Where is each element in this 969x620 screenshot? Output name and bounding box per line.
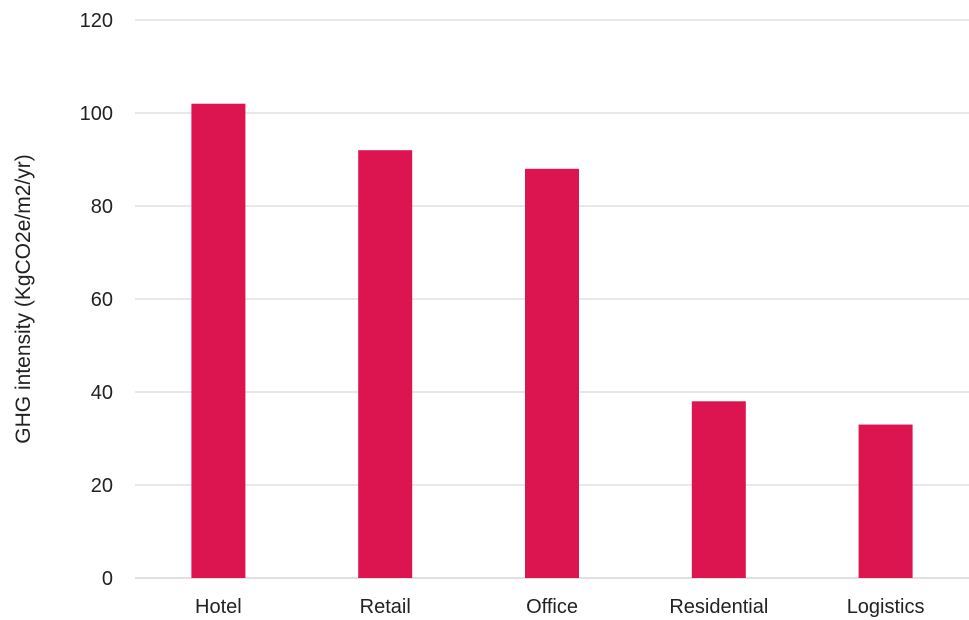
y-tick-label: 0 [102,568,113,590]
y-tick-label: 20 [91,475,113,497]
x-tick-label: Retail [360,596,411,618]
bar-logistics [858,424,913,578]
y-tick-label: 120 [80,10,113,32]
bars [191,103,913,579]
y-axis-title: GHG intensity (KgCO2e/m2/yr) [12,154,35,443]
x-tick-label: Residential [669,596,768,618]
y-tick-label: 80 [91,196,113,218]
bar-residential [691,401,746,578]
y-axis-ticks: 0 20 40 60 80 100 120 [80,10,113,590]
y-tick-label: 100 [80,103,113,125]
y-tick-label: 40 [91,382,113,404]
bar-office [525,168,579,579]
x-tick-label: Logistics [847,596,925,618]
x-tick-label: Hotel [195,596,242,618]
x-axis-ticks: Hotel Retail Office Residential Logistics [195,596,924,618]
x-tick-label: Office [526,596,578,618]
bar-hotel [191,103,246,578]
bar-retail [358,150,413,578]
y-tick-label: 60 [91,289,113,311]
